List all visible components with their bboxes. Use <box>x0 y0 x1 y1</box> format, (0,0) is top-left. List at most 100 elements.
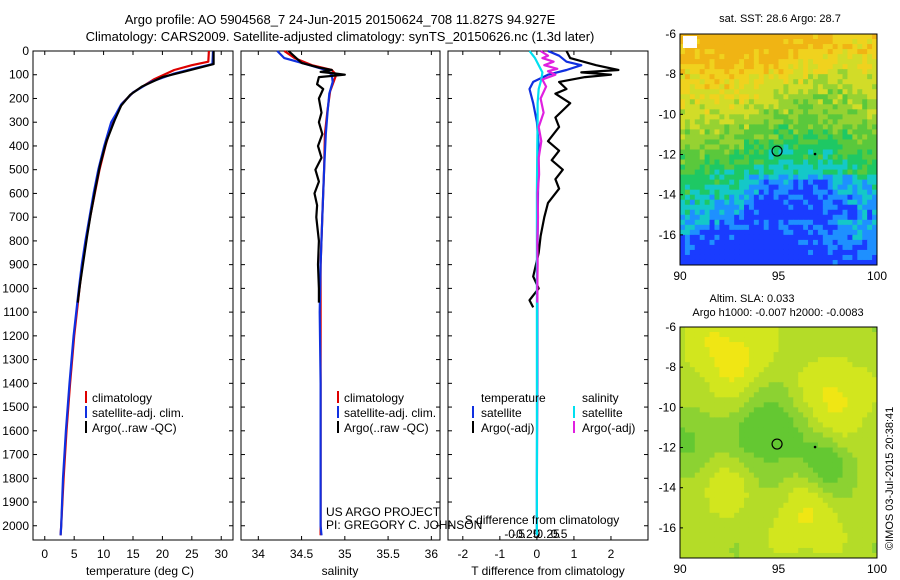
map-cell <box>798 229 804 236</box>
map-cell <box>788 164 794 171</box>
map-cell <box>758 442 765 449</box>
map-cell <box>724 482 730 489</box>
map-cell <box>783 332 789 338</box>
map-cell <box>699 352 706 358</box>
map-cell <box>773 174 779 181</box>
map-cell <box>684 49 691 55</box>
map-cell <box>729 417 735 423</box>
map-cell <box>714 64 720 70</box>
map-cell <box>758 99 765 105</box>
map-cell <box>773 109 779 115</box>
map-cell <box>867 527 873 534</box>
map-cell <box>763 552 770 559</box>
map-cell <box>778 427 784 433</box>
map-cell <box>852 79 858 85</box>
map-cell <box>714 164 720 171</box>
map-cell <box>753 467 760 474</box>
lat-tick-label: -16 <box>659 521 677 535</box>
map-cell <box>847 522 853 529</box>
map-cell <box>857 209 863 216</box>
map-cell <box>832 54 839 60</box>
map-cell <box>714 44 720 50</box>
map-cell <box>832 259 839 266</box>
map-cell <box>808 452 814 459</box>
legend-swatch-black <box>85 421 87 433</box>
map-cell <box>724 512 730 519</box>
map-cell <box>822 357 829 363</box>
map-cell <box>812 189 819 196</box>
map-cell <box>842 417 848 423</box>
map-cell <box>867 49 873 55</box>
map-cell <box>709 387 715 393</box>
map-cell <box>734 432 740 438</box>
map-cell <box>763 487 770 494</box>
map-cell <box>773 452 779 459</box>
map-cell <box>714 422 720 428</box>
map-cell <box>832 507 839 514</box>
map-cell <box>773 362 779 368</box>
map-cell <box>847 144 853 150</box>
map-cell <box>773 472 779 479</box>
map-cell <box>803 79 809 85</box>
map-cell <box>867 89 873 95</box>
map-cell <box>689 332 696 338</box>
map-cell <box>788 467 794 474</box>
map-cell <box>758 59 765 65</box>
map-cell <box>862 169 868 176</box>
map-cell <box>734 507 740 514</box>
map-cell <box>867 467 873 474</box>
map-cell <box>798 134 804 140</box>
map-cell <box>817 467 824 474</box>
map-cell <box>812 114 819 120</box>
map-cell <box>857 229 863 236</box>
map-cell <box>709 392 715 398</box>
map-cell <box>788 144 794 150</box>
map-cell <box>714 219 720 226</box>
map-cell <box>748 382 755 388</box>
map-cell <box>694 427 701 433</box>
map-cell <box>763 249 770 256</box>
map-cell <box>744 462 750 469</box>
map-cell <box>714 467 720 474</box>
map-cell <box>847 472 853 479</box>
x-tick-label: 10 <box>97 547 111 561</box>
map-cell <box>724 134 730 140</box>
map-cell <box>827 517 834 524</box>
map-cell <box>867 532 873 539</box>
map-cell <box>719 392 725 398</box>
map-cell <box>842 74 848 80</box>
map-cell <box>817 184 824 191</box>
map-cell <box>798 337 804 343</box>
map-cell <box>714 362 720 368</box>
lon-tick-label: 100 <box>867 562 887 576</box>
map-cell <box>724 79 730 85</box>
map-cell <box>763 422 770 428</box>
map-cell <box>778 452 784 459</box>
map-cell <box>768 432 775 438</box>
map-cell <box>783 437 789 443</box>
map-cell <box>684 224 691 231</box>
map-cell <box>847 74 853 80</box>
map-cell <box>689 417 696 423</box>
legend-climatology: climatology <box>344 391 404 405</box>
map-cell <box>768 342 775 348</box>
map-cell <box>867 144 873 150</box>
map-cell <box>694 249 701 256</box>
map-cell <box>768 34 775 40</box>
map-cell <box>822 174 829 181</box>
map-cell <box>793 362 799 368</box>
map-cell <box>729 472 735 479</box>
map-cell <box>719 99 725 105</box>
map-cell <box>788 427 794 433</box>
map-cell <box>684 104 691 110</box>
map-cell <box>763 89 770 95</box>
legend-salinity-header: salinity <box>582 391 619 405</box>
map-cell <box>753 219 760 226</box>
map-cell <box>783 337 789 343</box>
map-cell <box>808 377 814 383</box>
map-cell <box>812 84 819 90</box>
map-cell <box>768 79 775 85</box>
map-cell <box>719 472 725 479</box>
map-cell <box>793 457 799 464</box>
map-cell <box>748 119 755 125</box>
